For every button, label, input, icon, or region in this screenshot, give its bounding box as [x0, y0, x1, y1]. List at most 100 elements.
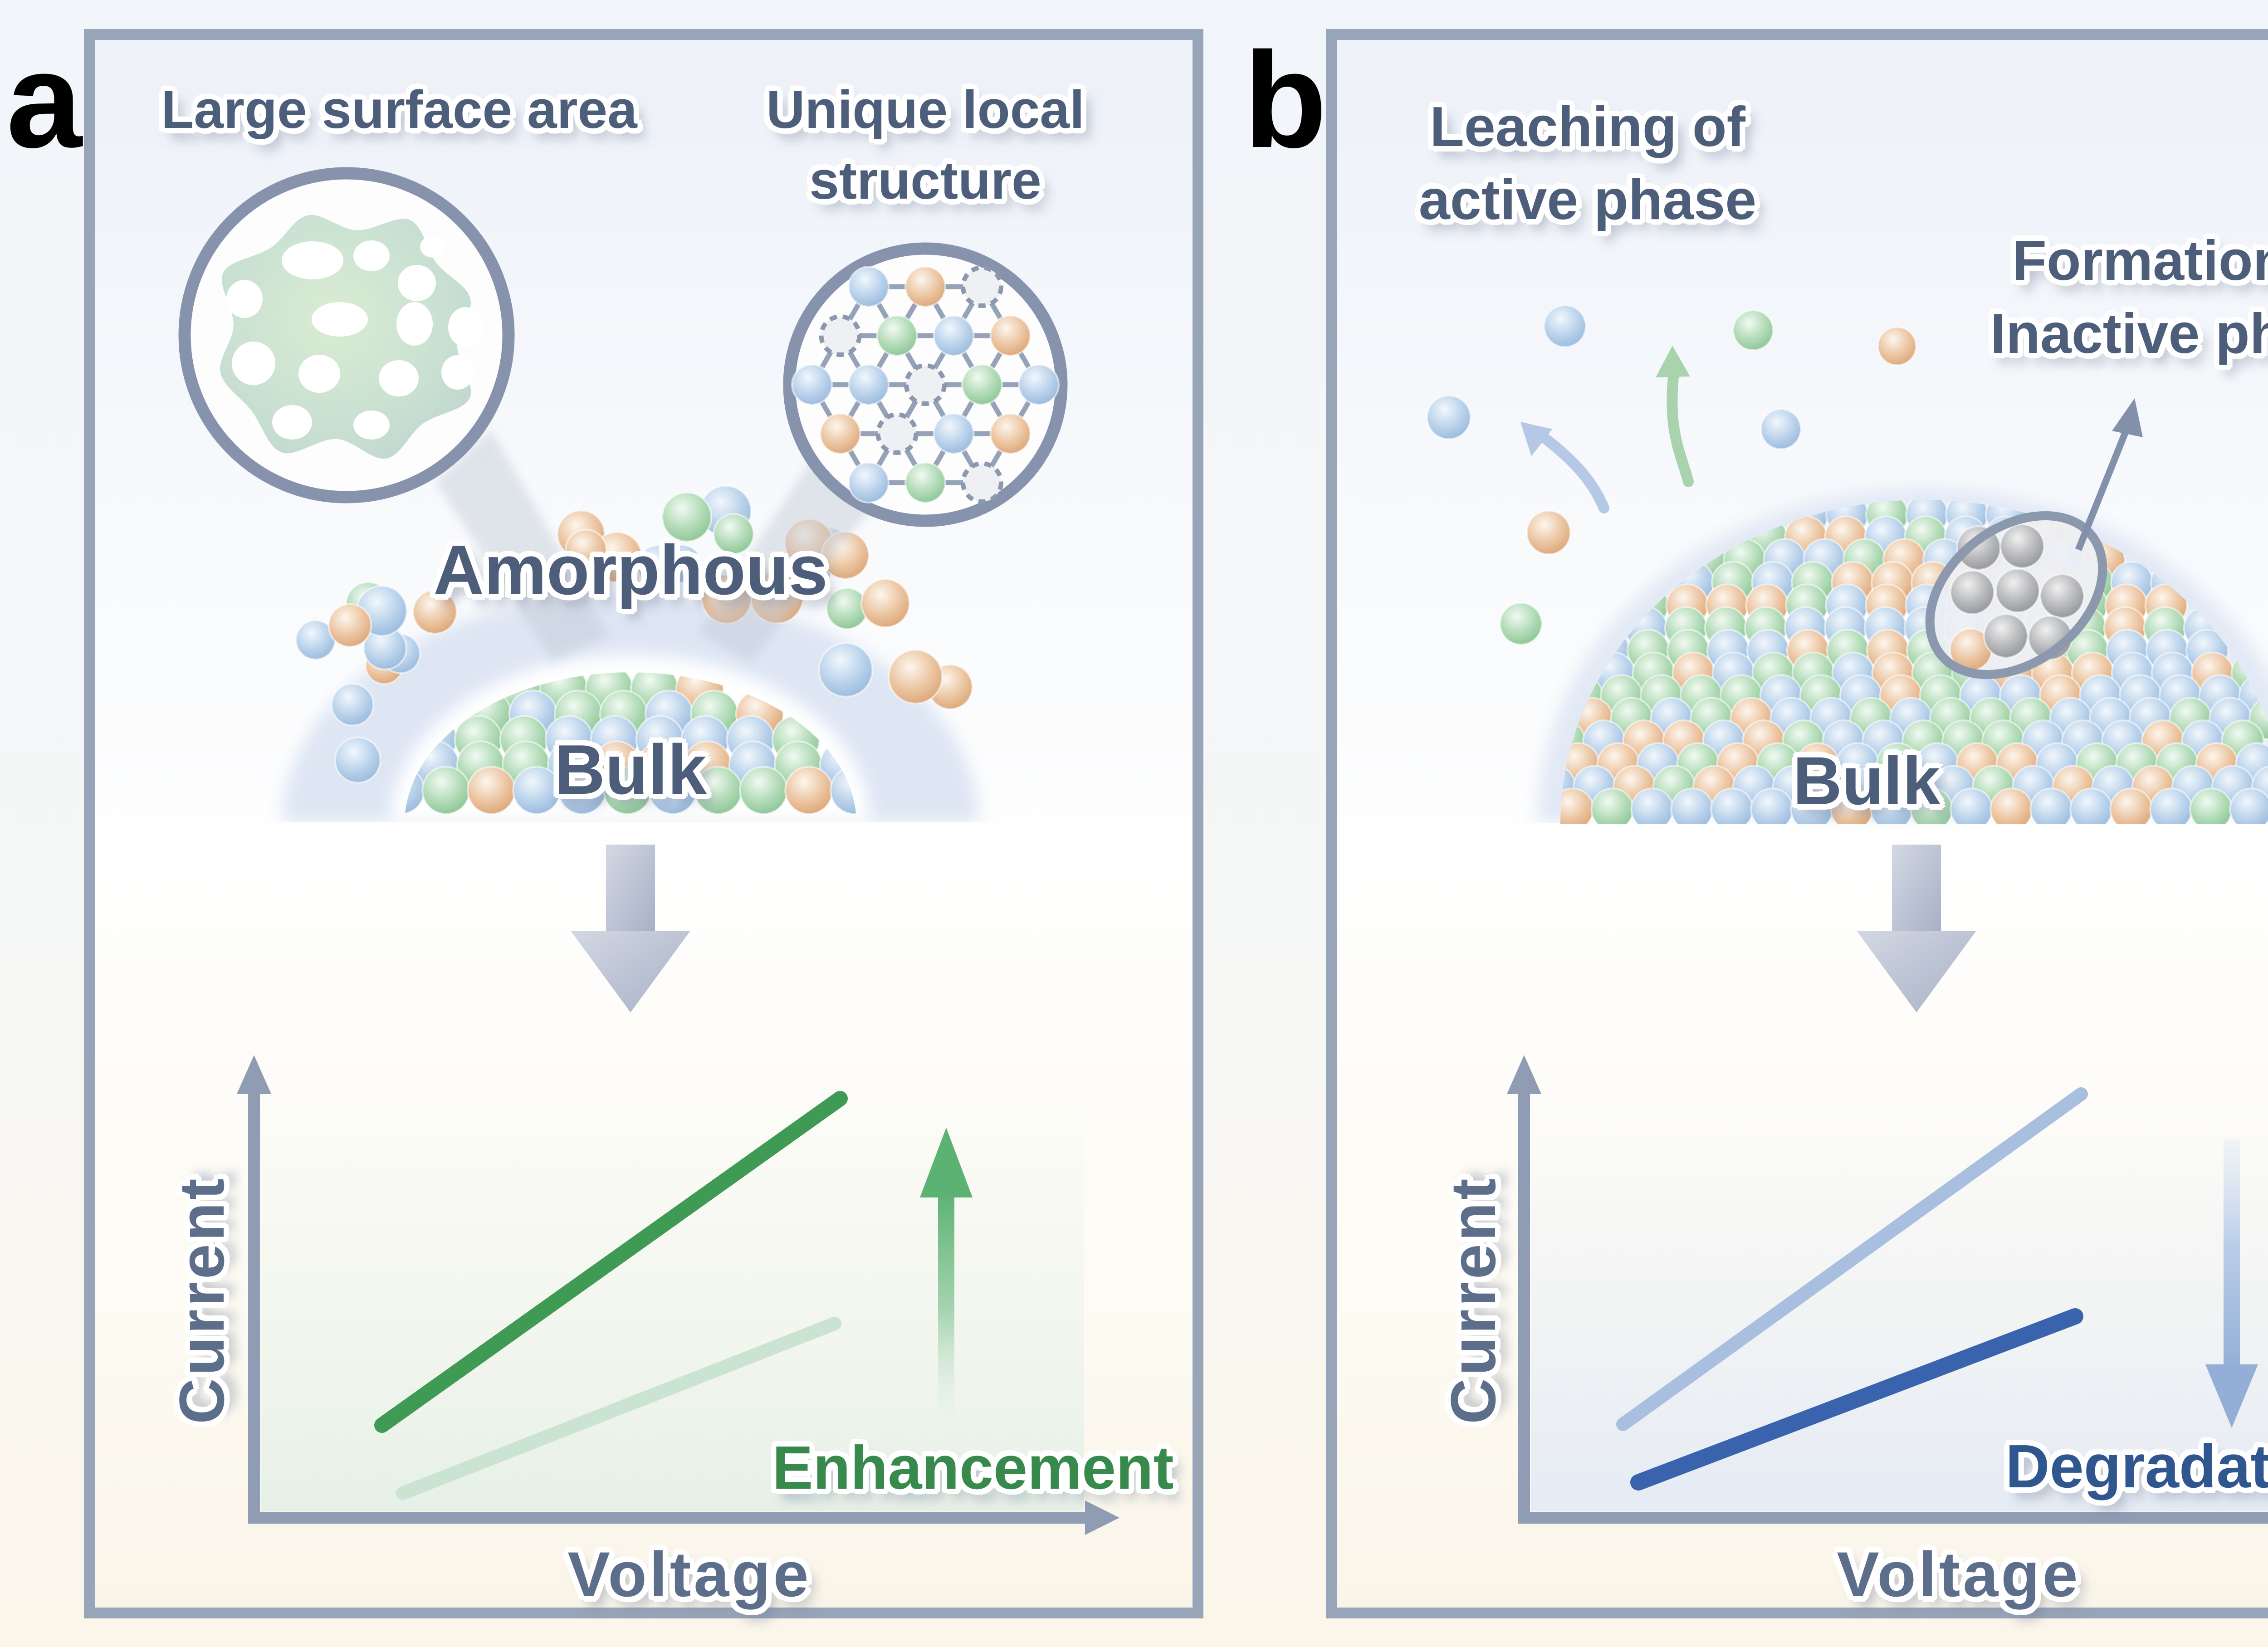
lattice-atom-blue — [933, 413, 975, 455]
particle-orange — [327, 603, 372, 648]
vacancy-site — [961, 265, 1003, 308]
line-lower-b — [1630, 1308, 2083, 1491]
particle-blue — [2229, 787, 2268, 824]
inactive-phase-cluster — [1925, 511, 2107, 679]
vacancy-site — [904, 363, 947, 406]
pore-hole — [353, 411, 390, 440]
pore-hole — [298, 355, 340, 393]
local-structure-inset — [783, 242, 1068, 527]
leach-arrow-blue — [1520, 422, 1609, 513]
line-lower-a — [396, 1317, 841, 1500]
particle-blue — [2069, 787, 2113, 824]
degradation-down-arrow — [2205, 1139, 2258, 1428]
particle-orange — [860, 578, 910, 628]
particle-blue — [818, 642, 874, 698]
heading-large-surface-area: Large surface area — [161, 80, 637, 140]
label-bulk-a: Bulk — [554, 730, 707, 809]
leached-particle — [1543, 304, 1587, 348]
particle-green — [2189, 787, 2233, 824]
particle-blue — [663, 544, 702, 583]
heading-leaching-line2: active phase — [1418, 169, 1757, 232]
pore-hole — [441, 355, 474, 390]
leached-particle — [1760, 408, 1802, 450]
magnifier-beam-left — [435, 430, 610, 661]
y-axis-label-a: Current — [166, 1176, 237, 1424]
particle-blue — [2029, 787, 2073, 824]
x-axis-label-b: Voltage — [1837, 1539, 2081, 1610]
pore-hole — [282, 241, 343, 279]
pore-hole — [353, 240, 390, 271]
x-axis-arrow — [1085, 1500, 1119, 1535]
annotation-degradation: Degradation — [2005, 1432, 2268, 1500]
pore-hole — [226, 280, 263, 318]
plot-area — [1531, 1098, 2268, 1511]
inactive-particle — [1983, 613, 2028, 659]
enhancement-up-arrow — [920, 1128, 973, 1415]
inactive-phase-ring — [1925, 511, 2107, 679]
label-amorphous: Amorphous — [433, 531, 828, 609]
line-upper-b — [1616, 1087, 2088, 1431]
pore-hole — [448, 307, 483, 347]
bulk-particles-a — [405, 672, 856, 815]
particle-orange — [888, 649, 943, 704]
particle-green — [1590, 787, 1634, 824]
magnifier-beam-right — [698, 454, 875, 663]
particle-blue — [1630, 787, 1674, 824]
heading-formation: Formation of Inactive phase — [1919, 225, 2268, 371]
lattice-atom-blue — [791, 364, 833, 406]
panel-a-label: a — [6, 24, 82, 176]
particle-orange — [784, 766, 834, 815]
lattice-atom-blue — [1018, 364, 1060, 406]
pore-hole — [379, 360, 419, 396]
leached-particle — [1732, 309, 1774, 351]
particle-orange — [412, 589, 458, 635]
chart-b — [1507, 1055, 2268, 1524]
heading-leaching: Leaching of active phase — [1361, 91, 1814, 237]
inactive-particle — [1995, 568, 2040, 613]
lattice-atom-orange — [989, 315, 1031, 357]
lattice-atom-blue — [848, 266, 890, 308]
particle-green — [713, 513, 755, 555]
flow-down-arrow-a — [571, 845, 690, 1012]
vacancy-site — [961, 461, 1003, 504]
inactive-phase-pointer-arrow — [2075, 398, 2143, 551]
flow-down-arrow-b — [1857, 845, 1976, 1012]
leached-particle — [1877, 326, 1917, 366]
particle-green — [661, 491, 713, 542]
heading-unique-local-line2: structure — [809, 150, 1041, 210]
inactive-particle — [2039, 573, 2085, 619]
lattice-atom-orange — [989, 413, 1031, 455]
particle-blue — [2149, 787, 2193, 824]
particle-orange — [564, 528, 607, 572]
line-upper-a — [374, 1091, 848, 1433]
heading-unique-local-line1: Unique local — [766, 80, 1085, 140]
heading-formation-line2: Inactive phase — [1990, 303, 2268, 366]
lattice-atom-orange — [904, 266, 946, 308]
vacancy-site — [875, 412, 919, 455]
particle-blue — [331, 683, 375, 727]
pore-hole — [396, 302, 433, 346]
particle-blue — [1670, 787, 1714, 824]
x-axis-label-a: Voltage — [567, 1539, 811, 1610]
panel-b-illustration — [1426, 304, 2268, 1524]
lattice-atom-green — [904, 462, 946, 503]
lattice-atom-blue — [848, 364, 890, 406]
leach-arrow-green — [1656, 346, 1694, 487]
vacancy-site — [819, 314, 862, 357]
y-axis-arrow — [1507, 1055, 1541, 1094]
pore-hole — [312, 302, 368, 337]
heading-formation-line1: Formation of — [2012, 230, 2268, 292]
pore-hole — [232, 342, 275, 385]
leached-particle — [1526, 510, 1571, 555]
particle-blue — [334, 736, 381, 784]
particle-orange — [2109, 787, 2153, 824]
surface-area-inset — [178, 167, 515, 503]
y-axis-arrow — [237, 1055, 271, 1094]
label-bulk-b: Bulk — [1793, 743, 1941, 819]
inactive-particle — [1950, 570, 1995, 615]
y-axis-label-b: Current — [1437, 1176, 1509, 1424]
heading-unique-local-structure: Unique local structure — [685, 75, 1166, 216]
leached-particle — [1426, 395, 1471, 440]
